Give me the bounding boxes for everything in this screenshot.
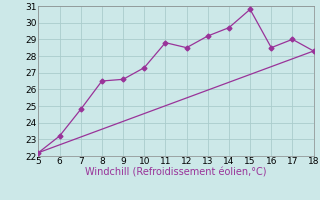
- X-axis label: Windchill (Refroidissement éolien,°C): Windchill (Refroidissement éolien,°C): [85, 168, 267, 178]
